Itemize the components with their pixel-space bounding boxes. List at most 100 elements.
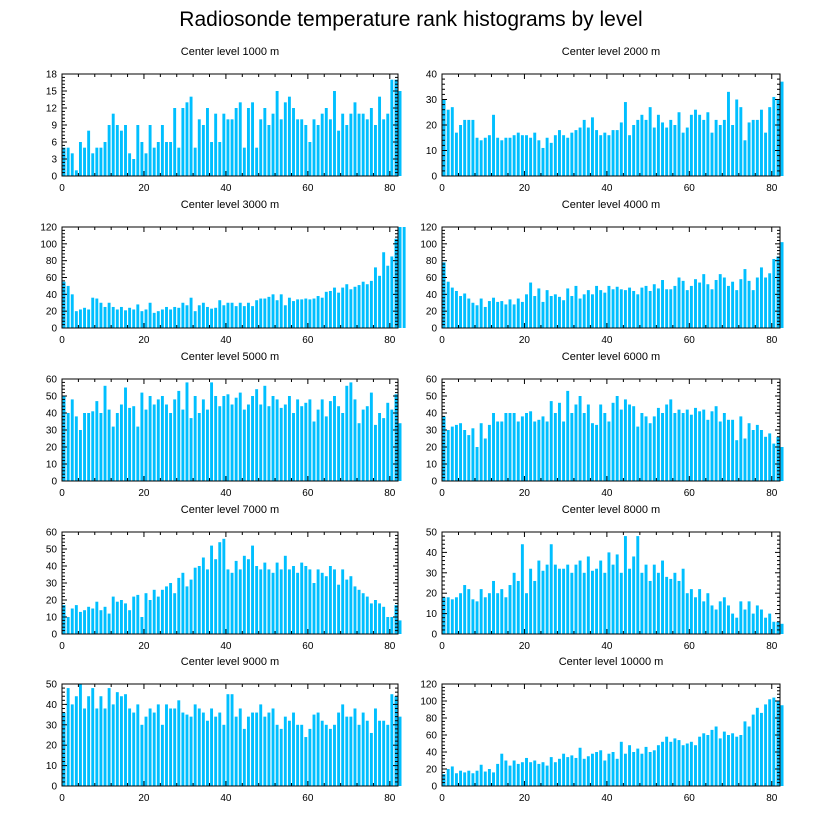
- x-tick-label: 0: [59, 488, 65, 499]
- histogram-bar: [677, 277, 681, 328]
- histogram-bar: [337, 712, 341, 786]
- histogram-bar: [103, 142, 107, 176]
- histogram-bar: [333, 569, 336, 634]
- histogram-bar: [255, 147, 259, 176]
- histogram-bar: [661, 560, 664, 634]
- histogram-bar: [369, 108, 373, 176]
- x-tick-label: 20: [519, 793, 531, 804]
- histogram-bar: [169, 142, 173, 176]
- y-tick-label: 40: [426, 548, 438, 559]
- histogram-bar: [751, 714, 755, 786]
- y-tick-label: 20: [46, 596, 58, 607]
- histogram-bar: [590, 117, 594, 176]
- histogram-bar: [390, 256, 394, 328]
- x-tick-label: 40: [601, 183, 613, 194]
- y-tick-label: 60: [426, 273, 438, 284]
- histogram-bar: [259, 704, 263, 786]
- y-tick-label: 20: [426, 443, 438, 454]
- histogram-bar: [279, 119, 283, 176]
- histogram-bar: [238, 102, 242, 176]
- histogram-bar: [504, 137, 508, 176]
- histogram-bar: [62, 396, 66, 481]
- y-tick-label: 0: [51, 477, 57, 488]
- histogram-bar: [718, 601, 722, 634]
- histogram-bar: [124, 125, 127, 176]
- y-tick-label: 30: [426, 426, 438, 437]
- histogram-bar: [520, 544, 524, 634]
- x-tick-label: 0: [59, 183, 65, 194]
- histogram-bar: [378, 96, 382, 176]
- panel-title: Center level 8000 m: [562, 504, 660, 516]
- histogram-bar: [66, 617, 70, 634]
- x-tick-label: 0: [439, 488, 445, 499]
- histogram-bar: [292, 413, 295, 481]
- histogram-bar: [644, 285, 648, 328]
- histogram-bar: [512, 572, 516, 634]
- panel-title: Center level 1000 m: [181, 46, 279, 58]
- histogram-bar: [70, 153, 74, 176]
- histogram-bar: [599, 135, 603, 176]
- histogram-bar: [623, 536, 627, 634]
- histogram-bar: [156, 596, 160, 634]
- histogram-bar: [345, 579, 349, 634]
- histogram-bar: [115, 309, 119, 328]
- histogram-bar: [698, 282, 702, 328]
- histogram-bar: [296, 399, 300, 481]
- histogram-bar: [632, 125, 636, 176]
- histogram-bar: [296, 299, 300, 328]
- histogram-bar: [328, 728, 332, 786]
- histogram-bar: [467, 435, 471, 481]
- histogram-bar: [374, 600, 377, 634]
- histogram-bar: [201, 125, 205, 176]
- histogram-bar: [772, 621, 776, 634]
- histogram-bar: [603, 760, 607, 786]
- histogram-bar: [304, 737, 308, 786]
- histogram-bar: [483, 438, 487, 481]
- histogram-panel-3: Center level 3000 m 0 20 40 60 80 0 20 40 60 80 100…: [40, 199, 406, 346]
- histogram-bar: [772, 697, 776, 786]
- histogram-bar: [206, 108, 209, 176]
- histogram-bar: [218, 712, 222, 786]
- histogram-bar: [628, 745, 632, 786]
- histogram-bar: [516, 763, 520, 786]
- histogram-bar: [529, 411, 533, 481]
- x-tick-label: 20: [138, 641, 150, 652]
- histogram-bar: [487, 301, 491, 328]
- histogram-bar: [119, 130, 123, 176]
- histogram-bar: [283, 102, 287, 176]
- histogram-bar: [504, 304, 508, 328]
- histogram-bar: [632, 556, 636, 634]
- histogram-bar: [727, 285, 730, 328]
- histogram-bar: [694, 597, 697, 634]
- histogram-bar: [566, 137, 570, 176]
- histogram-bar: [230, 694, 234, 786]
- histogram-bar: [689, 114, 693, 176]
- histogram-bar: [87, 413, 91, 481]
- histogram-bar: [251, 306, 254, 328]
- histogram-bar: [533, 132, 537, 176]
- histogram-bar: [751, 290, 755, 329]
- histogram-bar: [119, 404, 123, 481]
- histogram-bar: [689, 589, 693, 634]
- histogram-bar: [333, 724, 336, 786]
- x-tick-label: 20: [138, 488, 150, 499]
- histogram-bar: [722, 119, 726, 176]
- histogram-bar: [615, 396, 619, 481]
- histogram-bar: [189, 579, 193, 634]
- x-tick-label: 60: [684, 793, 696, 804]
- histogram-bar: [780, 623, 784, 634]
- histogram-bar: [374, 125, 377, 176]
- histogram-bar: [599, 750, 603, 786]
- histogram-bar: [234, 108, 238, 176]
- histogram-bar: [599, 560, 603, 634]
- histogram-bar: [562, 568, 566, 634]
- histogram-bar: [512, 413, 516, 481]
- histogram-bar: [74, 311, 78, 328]
- histogram-bar: [669, 289, 673, 328]
- histogram-bar: [644, 564, 648, 634]
- histogram-bar: [156, 142, 160, 176]
- histogram-bar: [267, 296, 271, 328]
- histogram-bar: [181, 712, 185, 786]
- histogram-bar: [255, 566, 259, 634]
- y-tick-label: 50: [46, 545, 58, 556]
